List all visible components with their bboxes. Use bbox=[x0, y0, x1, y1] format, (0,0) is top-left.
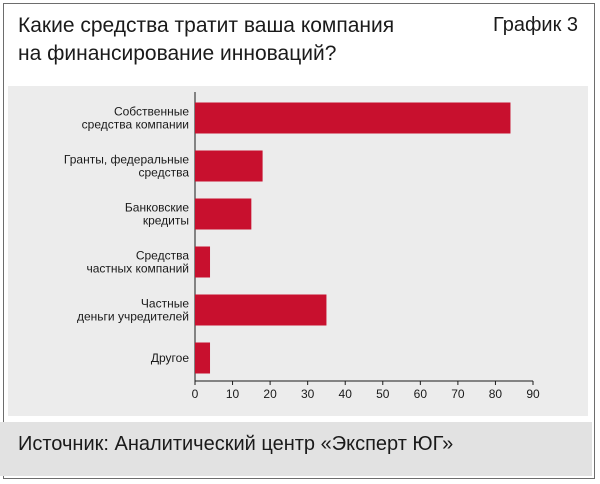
category-label: Другое bbox=[151, 351, 189, 365]
category-label: Банковские bbox=[125, 201, 189, 215]
category-label: частных компаний bbox=[86, 262, 189, 276]
bar bbox=[195, 294, 327, 326]
x-tick-label: 90 bbox=[526, 387, 540, 401]
bar bbox=[195, 342, 211, 374]
x-tick-label: 30 bbox=[301, 387, 315, 401]
plot-area bbox=[8, 86, 588, 416]
category-label: Частные bbox=[141, 297, 189, 311]
chart-title: Какие средства тратит ваша компания на ф… bbox=[18, 12, 458, 68]
bar bbox=[195, 102, 511, 134]
x-tick-label: 60 bbox=[414, 387, 428, 401]
x-tick-label: 10 bbox=[226, 387, 240, 401]
x-tick-label: 0 bbox=[192, 387, 199, 401]
category-label: средства компании bbox=[82, 118, 189, 132]
chart-number-label: График 3 bbox=[492, 14, 578, 36]
chart-title-line-1: Какие средства тратит ваша компания bbox=[18, 14, 395, 37]
category-label: средства bbox=[139, 166, 190, 180]
x-tick-label: 50 bbox=[376, 387, 390, 401]
footer-bar bbox=[0, 422, 592, 476]
category-label: деньги учредителей bbox=[77, 310, 189, 324]
bar bbox=[195, 150, 263, 182]
source-note: Источник: Аналитический центр «Эксперт Ю… bbox=[18, 433, 454, 455]
x-tick-label: 70 bbox=[451, 387, 465, 401]
chart-title-line-2: на финансирование инноваций? bbox=[18, 42, 337, 65]
bar bbox=[195, 246, 211, 278]
x-tick-label: 20 bbox=[263, 387, 277, 401]
x-tick-label: 40 bbox=[339, 387, 353, 401]
category-label: Собственные bbox=[114, 105, 189, 119]
x-tick-label: 80 bbox=[489, 387, 503, 401]
bar bbox=[195, 198, 252, 230]
category-label: кредиты bbox=[143, 214, 189, 228]
category-label: Гранты, федеральные bbox=[64, 153, 189, 167]
category-label: Средства bbox=[136, 249, 189, 263]
